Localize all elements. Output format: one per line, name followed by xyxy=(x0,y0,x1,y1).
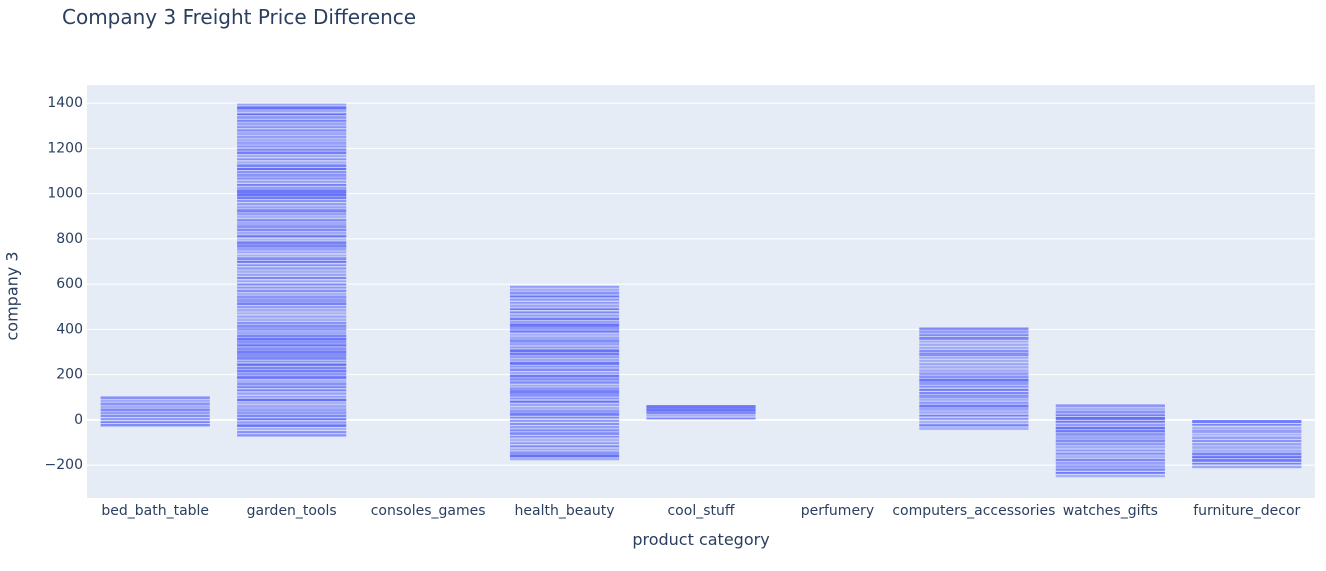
bar-body xyxy=(919,327,1029,431)
x-tick-label: garden_tools xyxy=(247,503,337,519)
y-axis-label: company 3 xyxy=(2,251,22,341)
x-tick-label: perfumery xyxy=(801,503,874,519)
x-axis-label: product category xyxy=(632,530,770,549)
y-tick-label: 600 xyxy=(56,276,83,292)
bar-watches_gifts xyxy=(1055,404,1165,478)
y-tick-label: 1200 xyxy=(47,140,83,156)
bar-furniture_decor xyxy=(1192,419,1302,469)
y-tick-label: 400 xyxy=(56,321,83,337)
bar-bed_bath_table xyxy=(100,396,210,427)
chart-title: Company 3 Freight Price Difference xyxy=(62,5,417,29)
x-tick-label: computers_accessories xyxy=(892,503,1055,519)
x-tick-label: bed_bath_table xyxy=(101,503,209,519)
x-tick-label: health_beauty xyxy=(515,503,615,519)
y-tick-label: 1400 xyxy=(47,95,83,111)
y-tick-label: 800 xyxy=(56,231,83,247)
x-tick-label: consoles_games xyxy=(371,503,486,519)
bar-health_beauty xyxy=(509,285,620,461)
y-tick-label: 0 xyxy=(74,412,83,428)
y-tick-label: −200 xyxy=(45,457,83,473)
bar-body xyxy=(509,285,620,461)
x-tick-label: watches_gifts xyxy=(1063,503,1158,519)
x-tick-label: cool_stuff xyxy=(667,503,734,519)
bar-cool_stuff xyxy=(646,405,756,420)
y-tick-label: 200 xyxy=(56,367,83,383)
bar-computers_accessories xyxy=(919,327,1029,431)
bar-garden_tools xyxy=(237,103,347,437)
x-tick-label: furniture_decor xyxy=(1193,503,1300,519)
y-tick-label: 1000 xyxy=(47,186,83,202)
